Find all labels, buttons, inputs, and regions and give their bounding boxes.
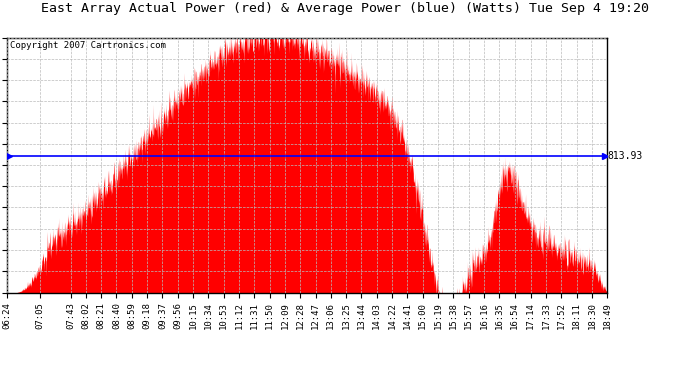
Text: Copyright 2007 Cartronics.com: Copyright 2007 Cartronics.com <box>10 41 166 50</box>
Text: 813.93: 813.93 <box>607 151 642 161</box>
Text: East Array Actual Power (red) & Average Power (blue) (Watts) Tue Sep 4 19:20: East Array Actual Power (red) & Average … <box>41 2 649 15</box>
